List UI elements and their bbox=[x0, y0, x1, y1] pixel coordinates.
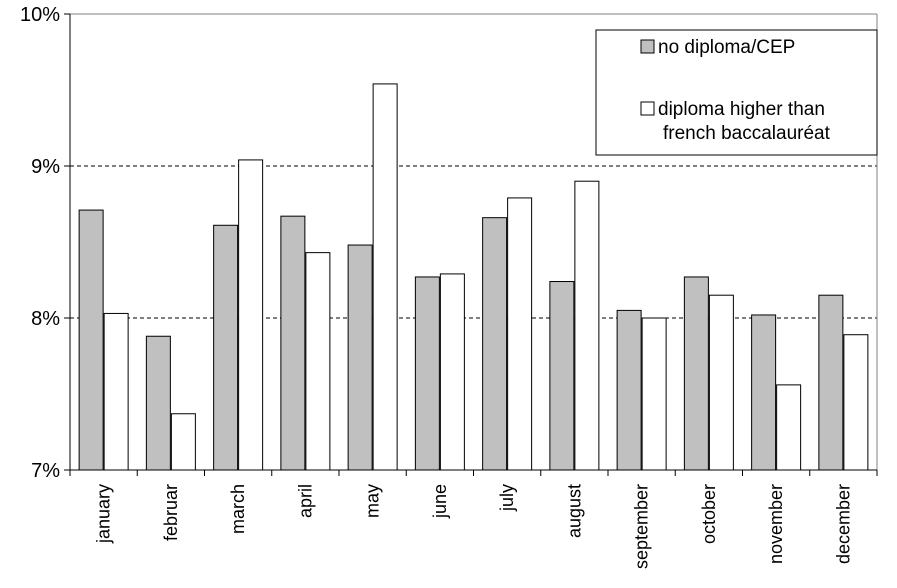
bar-january-no-diploma bbox=[78, 209, 104, 471]
x-tick-label-august: august bbox=[564, 484, 584, 538]
x-tick-label-june: june bbox=[430, 484, 450, 519]
y-axis-ticks: 7% 8% 9% 10% bbox=[20, 4, 70, 482]
bar-march-no-diploma bbox=[213, 224, 239, 471]
bar-october-diploma-higher bbox=[708, 294, 734, 471]
x-axis-labels: january februar march april may june july augus… bbox=[69, 470, 878, 569]
bar-june-diploma-higher bbox=[439, 273, 465, 471]
x-tick-label-may: may bbox=[363, 484, 383, 518]
bar-may-diploma-higher bbox=[372, 83, 398, 471]
x-tick-label-january: january bbox=[94, 484, 114, 544]
bar-november-no-diploma bbox=[751, 314, 777, 471]
bar-december-no-diploma bbox=[818, 294, 844, 471]
bar-april-diploma-higher bbox=[305, 252, 331, 471]
bar-august-diploma-higher bbox=[574, 180, 600, 471]
bar-februar-diploma-higher bbox=[170, 413, 196, 471]
x-tick-label-februar: februar bbox=[161, 484, 181, 541]
x-tick-label-march: march bbox=[228, 484, 248, 534]
bar-october-no-diploma bbox=[683, 276, 709, 471]
legend-swatch-diploma-higher bbox=[640, 101, 655, 116]
bar-july-no-diploma bbox=[482, 217, 508, 471]
y-tick-label: 8% bbox=[31, 308, 60, 330]
bar-july-diploma-higher bbox=[507, 197, 533, 471]
y-tick-label: 9% bbox=[31, 156, 60, 178]
x-tick-label-november: november bbox=[766, 484, 786, 564]
bar-april-no-diploma bbox=[280, 215, 306, 471]
bar-september-no-diploma bbox=[616, 309, 642, 471]
gridlines bbox=[70, 165, 877, 319]
legend-label-no-diploma: no diploma/CEP bbox=[658, 37, 795, 58]
legend: no diploma/CEP diploma higher than french… bbox=[595, 29, 878, 156]
x-tick-label-september: september bbox=[632, 484, 652, 569]
legend-swatch-no-diploma bbox=[640, 39, 655, 54]
bar-august-no-diploma bbox=[549, 281, 575, 471]
bar-january-diploma-higher bbox=[103, 312, 129, 471]
bar-september-diploma-higher bbox=[641, 317, 667, 471]
legend-label-diploma-higher: diploma higher than french baccalauréat bbox=[658, 99, 831, 144]
y-tick-label: 10% bbox=[20, 4, 60, 26]
x-tick-label-december: december bbox=[833, 484, 853, 564]
bar-may-no-diploma bbox=[347, 244, 373, 471]
x-tick-label-april: april bbox=[295, 484, 315, 518]
x-tick-label-october: october bbox=[699, 484, 719, 544]
bar-februar-no-diploma bbox=[145, 335, 171, 471]
x-tick-label-july: july bbox=[497, 484, 517, 512]
bar-march-diploma-higher bbox=[238, 159, 264, 471]
bar-june-no-diploma bbox=[414, 276, 440, 471]
y-tick-label: 7% bbox=[31, 460, 60, 482]
bar-december-diploma-higher bbox=[843, 334, 869, 471]
bar-november-diploma-higher bbox=[776, 384, 802, 471]
